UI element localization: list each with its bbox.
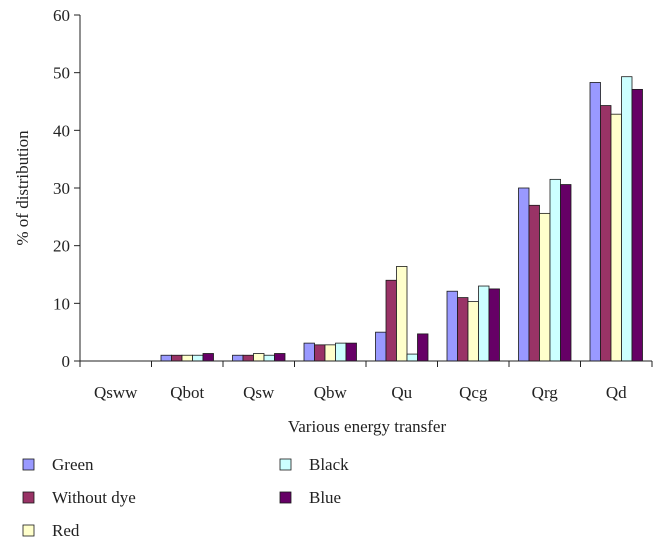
bar-red-qcg (467, 301, 479, 362)
y-tick-label: 60 (53, 6, 70, 25)
bar-blue-qcg (488, 288, 500, 362)
x-tick-label: Qbw (314, 383, 348, 402)
bar-green-qcg (446, 290, 458, 362)
bar-red-qbot (181, 354, 193, 362)
bars (160, 76, 643, 362)
x-axis-title: Various energy transfer (288, 417, 447, 436)
bar-blue-qrg (560, 184, 572, 362)
axes: 0 10 20 30 40 50 60 Qsww Qbot Qsw Qbw Qu Qcg Qrg Qd (53, 6, 653, 402)
bar-without-dye-qrg (528, 204, 540, 362)
legend-label-green: Green (52, 455, 94, 474)
bar-blue-qu (417, 333, 429, 362)
bar-blue-qbot (202, 353, 214, 362)
bar-black-qbot (192, 354, 204, 362)
legend-swatch-without-dye (22, 491, 35, 504)
bar-red-qsw (253, 353, 265, 362)
bar-green-qu (375, 331, 387, 362)
bar-blue-qbw (345, 342, 357, 362)
bar-green-qsw (232, 354, 244, 362)
legend-label-red: Red (52, 521, 80, 540)
legend-label-blue: Blue (309, 488, 341, 507)
y-axis-title: % of distribution (13, 130, 32, 246)
bar-red-qrg (539, 212, 551, 362)
legend-item-blue: Blue (279, 488, 341, 507)
bar-red-qbw (324, 344, 336, 362)
bar-green-qd (589, 82, 601, 362)
y-tick-label: 50 (53, 64, 70, 83)
y-tick-label: 0 (62, 352, 71, 371)
bar-without-dye-qd (600, 105, 612, 362)
legend-swatch-green (22, 458, 35, 471)
bar-blue-qd (631, 88, 643, 362)
bar-black-qrg (549, 178, 561, 362)
bar-black-qd (621, 76, 633, 362)
x-tick-label: Qu (391, 383, 412, 402)
legend-swatch-blue (279, 491, 292, 504)
legend-item-green: Green (22, 455, 94, 474)
x-tick-label: Qd (606, 383, 627, 402)
bar-green-qbot (160, 354, 172, 362)
legend-item-without-dye: Without dye (22, 488, 136, 507)
bar-without-dye-qbw (314, 344, 326, 362)
legend-item-black: Black (279, 455, 349, 474)
y-tick-label: 20 (53, 237, 70, 256)
y-tick-label: 10 (53, 294, 70, 313)
bar-black-qu (406, 353, 418, 362)
x-tick-label: Qbot (170, 383, 204, 402)
legend-swatch-black (279, 458, 292, 471)
bar-green-qrg (518, 187, 530, 362)
x-tick-label: Qsw (243, 383, 275, 402)
x-tick-label: Qsww (94, 383, 138, 402)
bar-red-qd (610, 113, 622, 362)
bar-black-qcg (478, 285, 490, 362)
bar-green-qbw (303, 342, 315, 362)
bar-black-qsw (263, 354, 275, 362)
legend: Green Black Without dye Blue Red (22, 455, 349, 540)
legend-swatch-red (22, 524, 35, 537)
y-tick-label: 40 (53, 121, 70, 140)
x-tick-label: Qcg (459, 383, 488, 402)
bar-without-dye-qsw (242, 354, 254, 362)
bar-without-dye-qu (385, 279, 397, 362)
bar-red-qu (396, 266, 408, 362)
legend-item-red: Red (22, 521, 80, 540)
y-tick-label: 30 (53, 179, 70, 198)
bar-black-qbw (335, 342, 347, 362)
legend-label-without-dye: Without dye (52, 488, 136, 507)
legend-label-black: Black (309, 455, 349, 474)
bar-without-dye-qcg (457, 297, 469, 362)
bar-blue-qsw (274, 353, 286, 362)
bar-without-dye-qbot (171, 354, 183, 362)
x-tick-label: Qrg (532, 383, 559, 402)
